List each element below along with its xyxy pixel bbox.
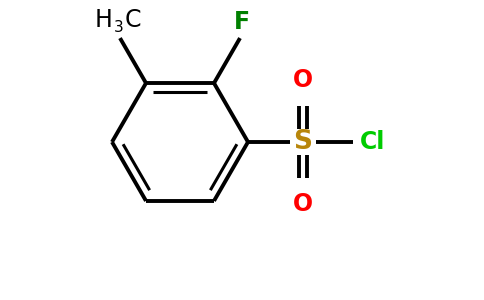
- Text: Cl: Cl: [360, 130, 385, 154]
- Text: F: F: [234, 10, 250, 34]
- Text: H: H: [94, 8, 112, 32]
- Text: O: O: [293, 68, 313, 92]
- Text: S: S: [293, 129, 313, 155]
- Text: C: C: [125, 8, 141, 32]
- Text: 3: 3: [114, 20, 124, 35]
- Text: O: O: [293, 192, 313, 216]
